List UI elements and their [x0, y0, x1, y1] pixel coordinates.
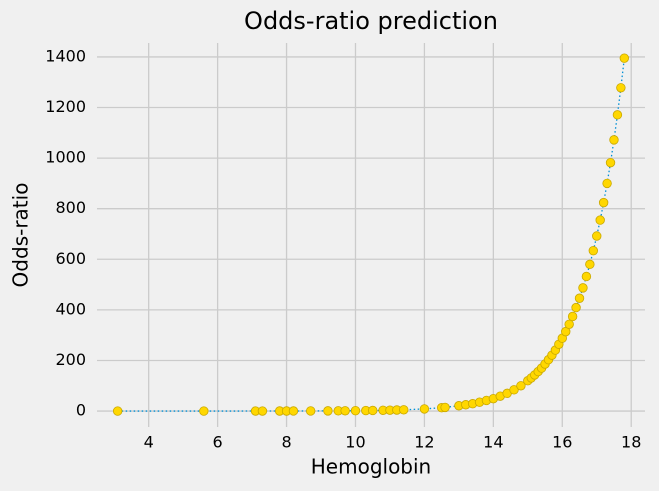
- y-tick-label: 1200: [45, 97, 86, 116]
- data-point: [509, 385, 519, 395]
- data-point: [567, 311, 578, 322]
- data-point: [571, 302, 581, 313]
- data-point: [288, 406, 299, 416]
- x-tick-label: 10: [345, 433, 365, 452]
- data-point: [605, 157, 616, 168]
- data-point: [305, 406, 316, 416]
- data-point: [340, 406, 350, 416]
- chart-title: Odds-ratio prediction: [244, 7, 498, 35]
- data-point: [585, 259, 595, 270]
- x-tick-label: 4: [144, 433, 154, 452]
- x-tick-label: 8: [281, 433, 291, 452]
- y-tick-label: 0: [76, 401, 86, 420]
- data-point: [581, 271, 592, 282]
- data-point: [368, 405, 378, 416]
- data-point: [619, 53, 630, 63]
- y-tick-label: 1400: [45, 46, 86, 65]
- x-tick-label: 18: [621, 433, 641, 452]
- x-tick-label: 16: [552, 433, 572, 452]
- x-tick-label: 14: [483, 433, 503, 452]
- y-tick-label: 800: [55, 198, 86, 217]
- data-point: [350, 405, 361, 416]
- data-point: [323, 406, 333, 416]
- y-axis-label: Odds-ratio: [9, 183, 33, 288]
- data-point: [516, 381, 526, 391]
- data-point: [419, 404, 430, 414]
- data-point: [592, 231, 602, 241]
- x-tick-label: 6: [213, 433, 223, 452]
- data-point: [440, 402, 450, 413]
- data-point: [616, 83, 626, 93]
- data-point: [257, 406, 268, 416]
- y-tick-label: 200: [55, 350, 86, 369]
- data-point: [199, 406, 209, 416]
- data-point: [612, 110, 623, 120]
- data-point: [112, 406, 123, 416]
- data-point: [574, 293, 585, 303]
- data-point: [578, 283, 588, 293]
- y-tick-label: 400: [55, 299, 86, 318]
- data-point: [609, 135, 619, 145]
- y-tick-label: 600: [55, 249, 86, 268]
- data-point: [598, 197, 609, 208]
- x-tick-label: 12: [414, 433, 434, 452]
- y-tick-label: 1000: [45, 148, 86, 167]
- data-point: [588, 245, 599, 256]
- data-point: [602, 178, 612, 189]
- data-point: [399, 405, 409, 415]
- data-point: [564, 319, 574, 329]
- x-axis-label: Hemoglobin: [311, 455, 431, 479]
- data-point: [595, 215, 605, 225]
